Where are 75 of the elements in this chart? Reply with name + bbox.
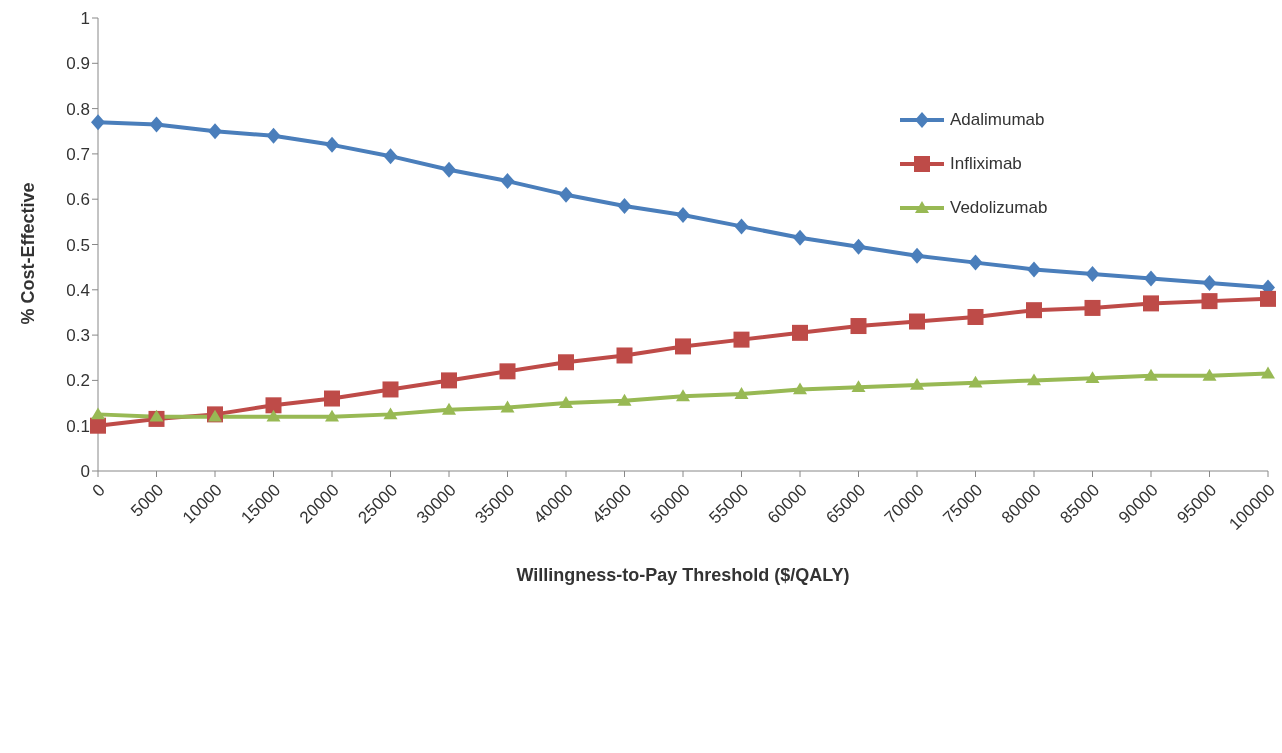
point	[266, 127, 281, 144]
point	[734, 218, 749, 235]
y-tick-label: 1	[80, 9, 90, 29]
point	[1201, 293, 1218, 310]
point	[442, 161, 456, 178]
point	[559, 396, 573, 408]
point	[383, 407, 398, 420]
point	[91, 114, 105, 131]
point	[500, 400, 515, 413]
point	[1027, 373, 1041, 386]
point	[616, 347, 633, 364]
legend-label: Vedolizumab	[950, 198, 1048, 218]
y-tick-label: 0.8	[66, 99, 90, 119]
point	[734, 386, 749, 399]
point	[792, 324, 808, 341]
point	[1261, 366, 1275, 379]
point	[558, 354, 574, 371]
point	[617, 393, 632, 406]
point	[617, 197, 632, 214]
point	[1085, 265, 1100, 282]
y-tick-label: 0.2	[66, 371, 90, 391]
point	[675, 338, 691, 355]
point	[968, 254, 983, 271]
point	[500, 173, 515, 190]
point	[967, 308, 984, 325]
y-tick-label: 0.1	[66, 416, 90, 436]
point	[968, 375, 983, 388]
point	[1143, 295, 1159, 312]
point	[850, 318, 867, 335]
point	[909, 313, 925, 330]
y-tick-label: 0.3	[66, 326, 90, 346]
y-tick-label: 0.7	[66, 144, 90, 164]
y-tick-label: 0.4	[66, 280, 90, 300]
point	[149, 409, 164, 422]
point	[325, 409, 339, 422]
point	[793, 229, 807, 246]
point	[910, 247, 924, 264]
point	[910, 377, 924, 390]
legend-label: Infliximab	[950, 154, 1022, 174]
point	[499, 363, 516, 380]
x-axis-title: Willingness-to-Pay Threshold ($/QALY)	[516, 565, 850, 585]
point	[266, 409, 281, 422]
point	[1144, 368, 1158, 381]
y-axis-title: % Cost-Effective	[18, 182, 39, 325]
point	[91, 407, 105, 420]
point	[441, 372, 457, 389]
point	[1085, 371, 1100, 384]
point	[851, 238, 866, 255]
point	[1202, 275, 1217, 292]
point	[382, 381, 399, 398]
point	[733, 331, 750, 348]
point	[1084, 299, 1101, 316]
point	[442, 402, 456, 415]
point	[559, 186, 573, 203]
legend-label: Adalimumab	[950, 110, 1045, 130]
y-tick-label: 0.9	[66, 54, 90, 74]
point	[1202, 368, 1217, 381]
point	[1144, 270, 1158, 287]
y-tick-label: 0.6	[66, 190, 90, 210]
point	[676, 389, 690, 402]
point	[208, 123, 222, 140]
point	[1260, 290, 1276, 307]
point	[325, 136, 339, 153]
point	[383, 148, 398, 165]
point	[851, 380, 866, 393]
point	[1026, 302, 1042, 319]
y-tick-label: 0	[80, 462, 90, 482]
point	[1027, 261, 1041, 278]
point	[149, 116, 164, 133]
point	[324, 390, 340, 407]
point	[793, 382, 807, 395]
y-tick-label: 0.5	[66, 235, 90, 255]
point	[265, 397, 282, 414]
point	[676, 207, 690, 224]
point	[90, 417, 106, 434]
